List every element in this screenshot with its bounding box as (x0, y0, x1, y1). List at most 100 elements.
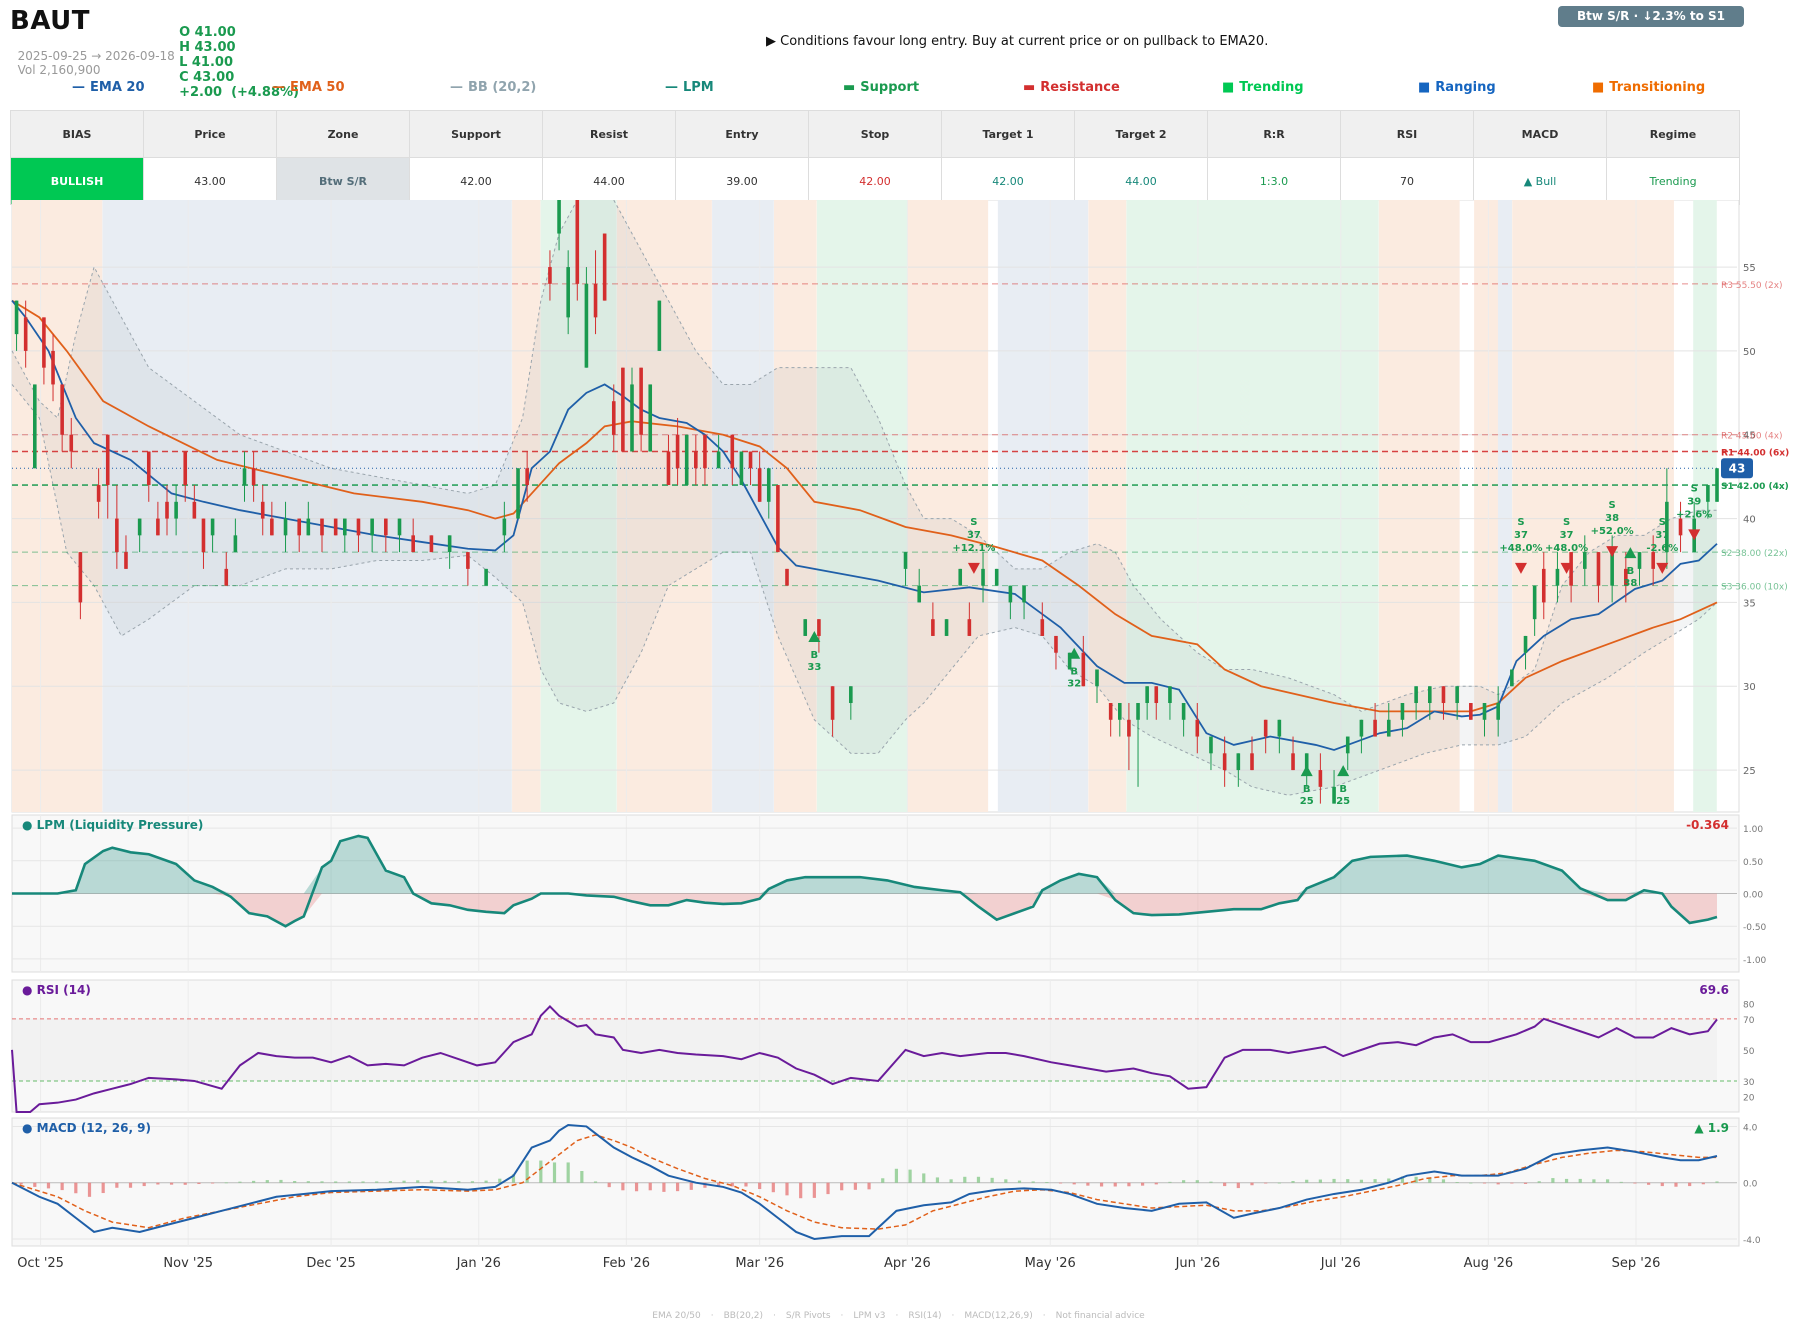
sr-level-label: R3 55.50 (2x) (1721, 281, 1783, 291)
legend-item-lpm[interactable]: — LPM (665, 80, 714, 95)
macd-histogram-bar (1031, 1181, 1035, 1183)
macd-histogram-bar (498, 1178, 502, 1183)
macd-histogram-bar (1045, 1182, 1049, 1183)
legend-item-bb-20-2[interactable]: — BB (20,2) (450, 80, 536, 95)
open-value: O 41.00 (179, 25, 236, 40)
candle-body (1263, 719, 1268, 737)
regime-band-ranging (712, 200, 774, 812)
summary-header-zone: Zone (276, 110, 410, 158)
rsi-chart: 80 70 50 30 20 ● RSI (14) 69.6 (11, 983, 1755, 1113)
macd-histogram-bar (511, 1174, 516, 1183)
bollinger-upper-line (11, 200, 1717, 712)
signal-label: 39 (1687, 496, 1701, 507)
signal-label: 37 (1560, 530, 1574, 541)
candle-body (1067, 652, 1072, 670)
signal-label: B (1627, 566, 1635, 577)
candle-body (1469, 703, 1473, 720)
candle-body (1637, 552, 1642, 569)
chart-area[interactable]: 25 30 35 40 45 50 55 Oct '25 Nov '25 Dec '25 Jan '… (0, 200, 1797, 1300)
macd-histogram-bar (334, 1181, 338, 1183)
regime-band-trending (540, 200, 617, 812)
lpm-axis-tick-label: -1.00 (1743, 956, 1767, 966)
macd-histogram-bar (1127, 1182, 1131, 1187)
signal-label: B (1339, 784, 1347, 795)
chart-legend: — EMA 20 — EMA 50 — BB (20,2) — LPM ▬ Support ▬ Res… (10, 80, 1740, 100)
regime-band-transition (616, 200, 712, 812)
macd-histogram-bar (1072, 1182, 1076, 1185)
candle-body (1127, 719, 1131, 737)
candle-body (849, 686, 853, 704)
x-axis-tick-label: Dec '25 (306, 1256, 355, 1271)
candle-body (32, 384, 37, 469)
signal-label: 37 (1514, 530, 1528, 541)
candle-body (1386, 719, 1391, 737)
macd-histogram-bar (169, 1182, 174, 1185)
macd-histogram-bar (1660, 1182, 1664, 1187)
candle-body (1304, 753, 1309, 771)
candle-body (251, 468, 256, 486)
lpm-axis-tick-label: 1.00 (1743, 825, 1763, 835)
macd-histogram-bar (1387, 1178, 1391, 1183)
regime-band-transition (1088, 200, 1127, 812)
legend-item-ranging[interactable]: ■ Ranging (1418, 80, 1496, 95)
candle-body (429, 535, 434, 553)
candle-body (1555, 568, 1560, 586)
legend-swatch-icon: — (665, 80, 678, 95)
macd-histogram-bar (552, 1162, 557, 1183)
sr-level-label: S2 38.00 (22x) (1721, 549, 1788, 559)
candle-body (233, 535, 238, 553)
macd-histogram-bar (1373, 1179, 1377, 1183)
macd-histogram-bar (1400, 1176, 1405, 1183)
price-axis-tick-label: 35 (1743, 598, 1756, 609)
legend-item-ema-20[interactable]: — EMA 20 (72, 80, 145, 95)
macd-histogram-bar (1674, 1182, 1678, 1187)
macd-histogram-bar (1182, 1180, 1186, 1183)
summary-header-bias: BIAS (10, 110, 144, 158)
footer-notes: EMA 20/50 · BB(20,2) · S/R Pivots · LPM v3 · RSI… (0, 1311, 1797, 1321)
legend-item-trending[interactable]: ■ Trending (1222, 80, 1304, 95)
legend-item-support[interactable]: ▬ Support (843, 80, 919, 95)
macd-histogram-bar (1113, 1182, 1117, 1187)
x-axis-tick-label: Aug '26 (1464, 1256, 1514, 1271)
legend-swatch-icon: ■ (1418, 80, 1431, 95)
candle-body (165, 501, 169, 519)
macd-histogram-bar (101, 1182, 105, 1194)
x-axis-tick-label: Sep '26 (1612, 1256, 1661, 1271)
candle-body (14, 300, 19, 335)
legend-item-transitioning[interactable]: ■ Transitioning (1592, 80, 1705, 95)
candle-body (1168, 686, 1172, 704)
candle-body (1706, 485, 1710, 502)
candle-body (1582, 552, 1587, 569)
macd-histogram-bar (87, 1182, 92, 1197)
candle-body (1715, 468, 1719, 502)
buy-signal-icon (1068, 647, 1081, 659)
candle-body (944, 619, 949, 636)
candle-body (1136, 703, 1140, 720)
candle-body (766, 468, 771, 502)
candle-body (370, 518, 374, 536)
legend-label: EMA 20 (90, 80, 145, 95)
macd-histogram-bar (470, 1181, 475, 1183)
legend-item-resistance[interactable]: ▬ Resistance (1023, 80, 1120, 95)
macd-histogram-bar (1346, 1179, 1350, 1183)
candle-body (466, 552, 470, 569)
rsi-axis-tick-label: 70 (1743, 1016, 1755, 1026)
summary-header-r-r: R:R (1207, 110, 1341, 158)
rsi-axis-tick-label: 20 (1743, 1093, 1755, 1103)
legend-swatch-icon: ▬ (843, 80, 856, 95)
macd-histogram-bar (293, 1181, 297, 1183)
candle-body (333, 518, 338, 536)
legend-item-ema-50[interactable]: — EMA 50 (272, 80, 345, 95)
macd-histogram-bar (840, 1182, 844, 1191)
summary-value-target-2: 44.00 (1074, 157, 1208, 205)
candle-body (1236, 753, 1241, 771)
rsi-line (11, 1004, 1718, 1113)
candle-body (1145, 686, 1149, 704)
candle-body (994, 568, 999, 586)
macd-histogram-bar (1168, 1181, 1172, 1183)
candle-body (785, 568, 789, 586)
signal-label: S (970, 517, 977, 528)
candle-body (748, 451, 753, 469)
macd-histogram-bar (730, 1182, 734, 1187)
candle-body (502, 518, 507, 536)
